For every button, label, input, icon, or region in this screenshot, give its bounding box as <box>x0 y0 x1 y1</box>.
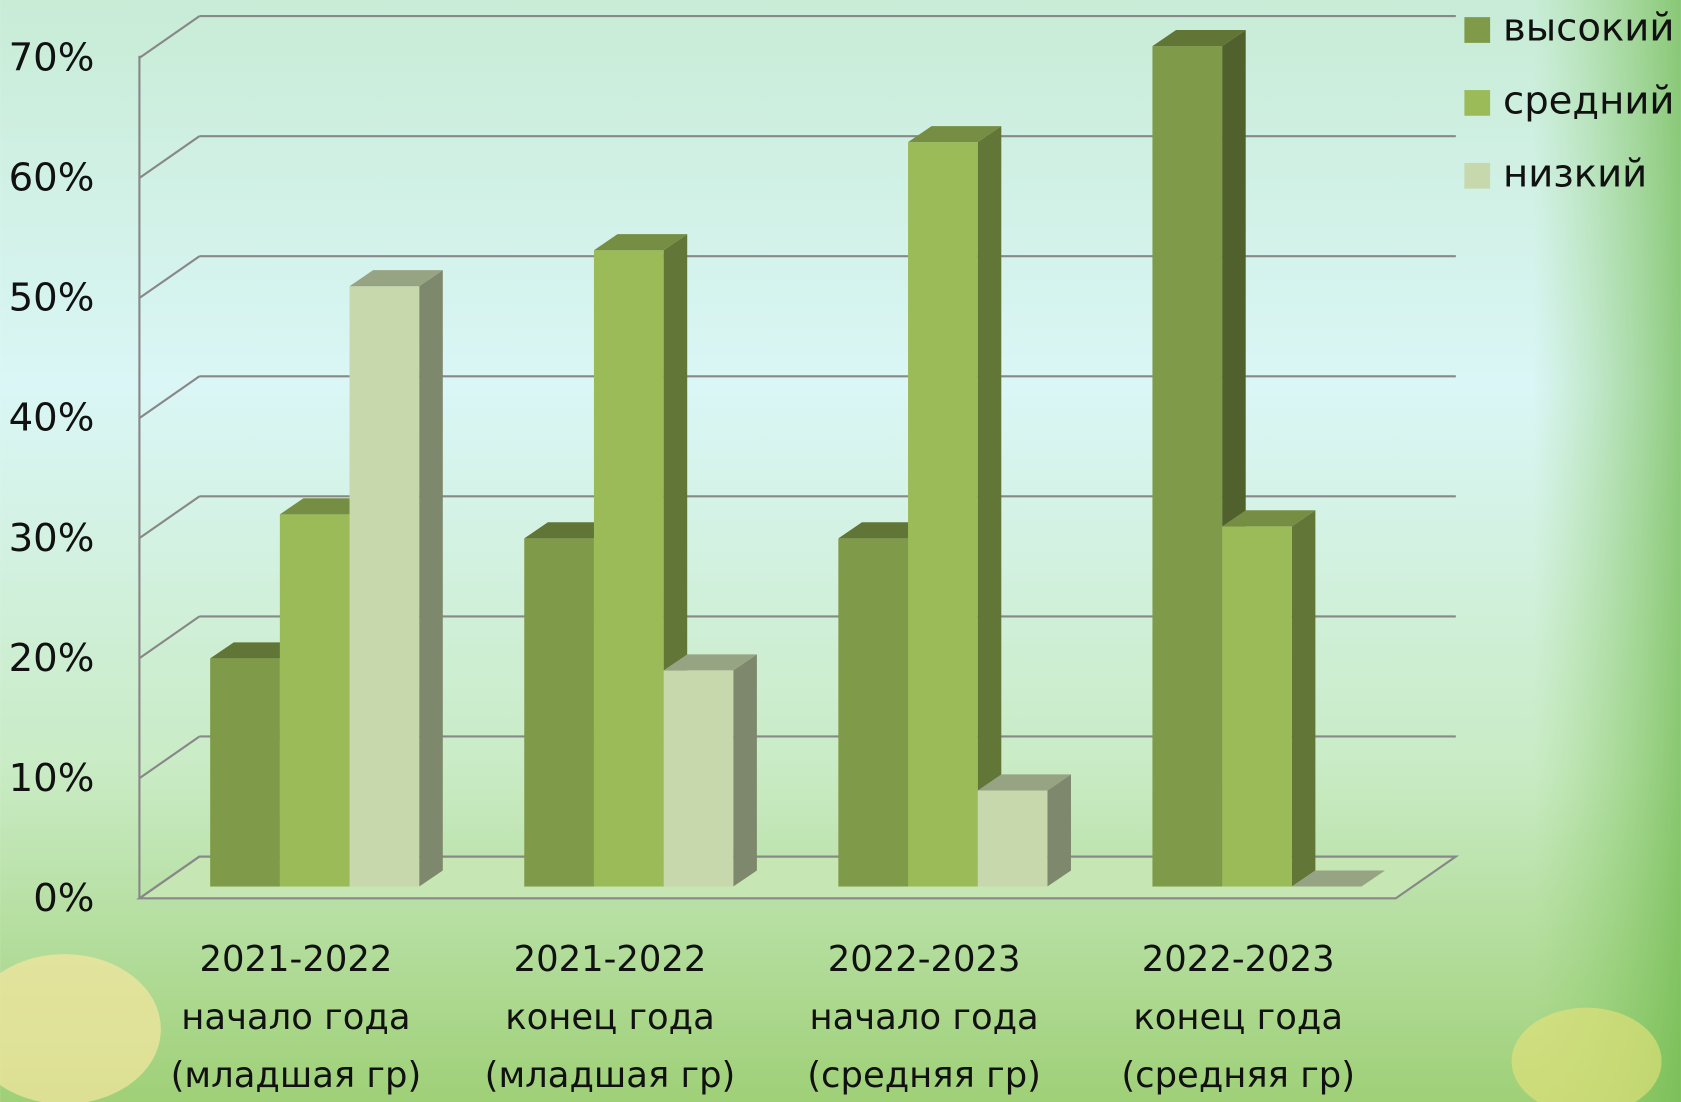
legend-swatch <box>1464 90 1491 116</box>
grid-line <box>138 615 201 660</box>
bar-top <box>349 270 443 287</box>
y-tick-label: 40% <box>9 396 95 441</box>
y-tick-label: 10% <box>9 756 95 801</box>
y-tick-label: 70% <box>9 36 95 81</box>
bar <box>279 514 350 887</box>
bar <box>210 658 280 887</box>
y-tick-label: 20% <box>9 636 95 681</box>
grid-line <box>138 135 201 179</box>
x-tick-label: 2021-2022 конец года (младшая гр) <box>484 937 736 1096</box>
y-tick-label: 30% <box>9 516 95 561</box>
y-tick-label: 50% <box>9 276 95 321</box>
bar-side <box>977 126 1002 887</box>
x-tick-label: 2022-2023 конец года (средняя гр) <box>1121 937 1356 1096</box>
bar-top <box>1291 870 1386 887</box>
bar <box>663 670 734 887</box>
grid-line <box>138 375 201 419</box>
bar-top <box>1222 510 1316 527</box>
bar-top <box>1152 30 1246 47</box>
bar <box>593 250 664 887</box>
grid-line <box>138 15 201 59</box>
bar <box>977 790 1048 887</box>
bar <box>908 142 978 887</box>
bar-side <box>733 654 757 887</box>
grid-line <box>138 735 201 780</box>
bar <box>1222 526 1292 887</box>
bar <box>838 538 909 887</box>
background-decor <box>0 954 161 1102</box>
legend-swatch <box>1464 162 1491 189</box>
y-tick-label: 0% <box>33 876 94 921</box>
background-decor <box>1511 1007 1662 1102</box>
bar <box>1152 46 1223 887</box>
bar-side <box>1047 774 1071 887</box>
bar-side <box>419 270 443 887</box>
y-tick-label: 60% <box>9 156 95 201</box>
x-tick-label-box: 2022-2023 начало года (средняя гр) <box>807 937 1041 1096</box>
bar-top <box>977 774 1071 791</box>
grid-line <box>138 255 201 299</box>
bar <box>524 538 594 887</box>
bar-side <box>1291 510 1316 887</box>
x-tick-label-box: 2021-2022 начало года (младшая гр) <box>170 937 422 1096</box>
x-tick-label: 2021-2022 начало года (младшая гр) <box>170 937 422 1096</box>
bar-top <box>663 654 757 671</box>
x-tick-label-box: 2022-2023 конец года (средняя гр) <box>1121 937 1356 1096</box>
grid-line <box>138 855 201 900</box>
legend-swatch <box>1464 17 1491 43</box>
bar-top <box>593 234 688 251</box>
legend-label: низкий <box>1503 151 1647 196</box>
x-tick-label: 2022-2023 начало года (средняя гр) <box>807 937 1041 1096</box>
grid-line <box>138 495 201 540</box>
x-tick-label-box: 2021-2022 конец года (младшая гр) <box>484 937 736 1096</box>
background-decor <box>1533 0 1681 1102</box>
legend-label: высокий <box>1503 6 1674 51</box>
legend-label: средний <box>1503 78 1674 123</box>
bar <box>349 286 420 887</box>
bar-top <box>908 126 1002 143</box>
